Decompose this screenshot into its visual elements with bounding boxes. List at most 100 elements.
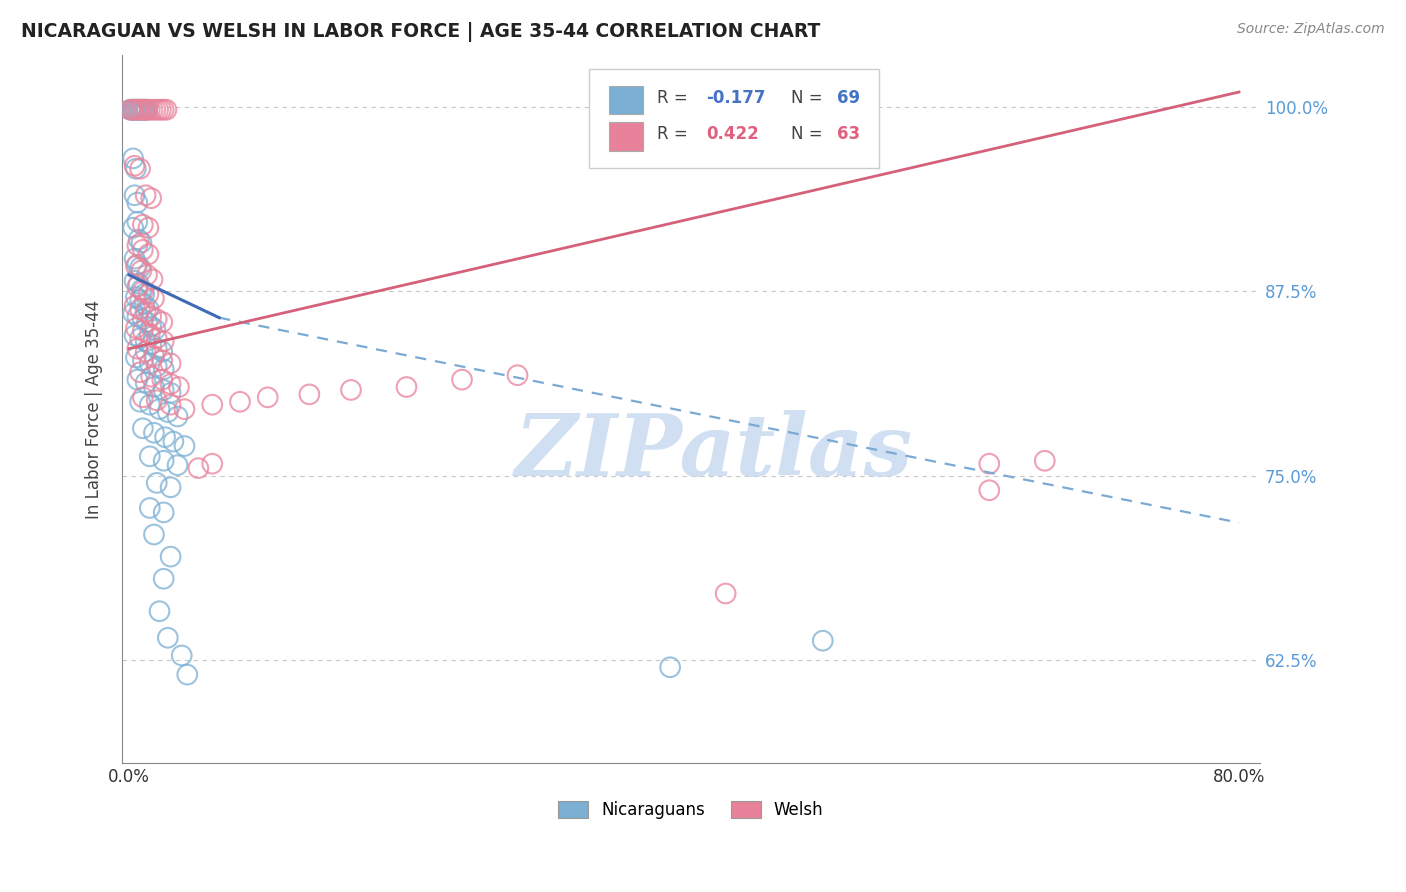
Welsh: [125, 259, 148, 273]
Nicaraguans: [153, 430, 176, 444]
Nicaraguans: [159, 480, 181, 494]
Nicaraguans: [125, 161, 148, 176]
Welsh: [229, 394, 252, 409]
Welsh: [152, 103, 174, 117]
Text: N =: N =: [792, 88, 828, 107]
Nicaraguans: [152, 454, 174, 468]
Nicaraguans: [143, 322, 166, 336]
Welsh: [136, 103, 159, 117]
Welsh: [131, 263, 153, 277]
Nicaraguans: [132, 353, 155, 368]
Nicaraguans: [124, 252, 146, 266]
Nicaraguans: [128, 277, 150, 291]
Welsh: [135, 305, 157, 319]
Nicaraguans: [131, 103, 153, 117]
Nicaraguans: [162, 434, 184, 449]
Nicaraguans: [141, 319, 163, 334]
Nicaraguans: [128, 103, 150, 117]
Welsh: [138, 287, 160, 301]
Welsh: [135, 344, 157, 359]
Nicaraguans: [139, 500, 162, 515]
Text: NICARAGUAN VS WELSH IN LABOR FORCE | AGE 35-44 CORRELATION CHART: NICARAGUAN VS WELSH IN LABOR FORCE | AGE…: [21, 22, 821, 42]
Nicaraguans: [156, 405, 179, 419]
Nicaraguans: [129, 103, 152, 117]
Welsh: [152, 334, 174, 349]
Nicaraguans: [145, 359, 167, 374]
Nicaraguans: [148, 604, 170, 618]
Welsh: [132, 324, 155, 338]
Welsh: [132, 218, 155, 232]
Welsh: [138, 220, 160, 235]
Welsh: [340, 383, 363, 397]
Welsh: [120, 103, 142, 117]
Welsh: [129, 301, 152, 316]
Welsh: [145, 331, 167, 345]
Welsh: [124, 299, 146, 313]
Welsh: [256, 390, 278, 404]
Nicaraguans: [125, 290, 148, 304]
Nicaraguans: [131, 283, 153, 297]
Text: R =: R =: [657, 88, 693, 107]
Nicaraguans: [122, 306, 145, 320]
Nicaraguans: [127, 309, 149, 323]
Nicaraguans: [129, 394, 152, 409]
Welsh: [506, 368, 529, 383]
Legend: Nicaraguans, Welsh: Nicaraguans, Welsh: [551, 794, 830, 826]
Nicaraguans: [129, 331, 152, 345]
Welsh: [187, 461, 209, 475]
Nicaraguans: [122, 220, 145, 235]
Welsh: [201, 398, 224, 412]
Welsh: [159, 356, 181, 370]
Welsh: [451, 373, 474, 387]
Welsh: [146, 103, 169, 117]
Welsh: [979, 483, 1001, 498]
Nicaraguans: [176, 667, 198, 681]
Welsh: [173, 402, 195, 417]
Welsh: [132, 243, 155, 257]
Nicaraguans: [122, 152, 145, 166]
Welsh: [141, 191, 163, 205]
Welsh: [138, 247, 160, 261]
Welsh: [1033, 454, 1056, 468]
Nicaraguans: [136, 103, 159, 117]
Bar: [609, 86, 643, 114]
Nicaraguans: [124, 274, 146, 288]
Nicaraguans: [129, 293, 152, 307]
Welsh: [122, 103, 145, 117]
Nicaraguans: [134, 103, 156, 117]
Text: 63: 63: [837, 126, 859, 144]
Text: R =: R =: [657, 126, 693, 144]
Welsh: [150, 353, 173, 368]
Nicaraguans: [127, 258, 149, 272]
Welsh: [127, 279, 149, 293]
Nicaraguans: [150, 344, 173, 359]
Nicaraguans: [136, 315, 159, 329]
Nicaraguans: [122, 103, 145, 117]
Welsh: [714, 586, 737, 600]
Nicaraguans: [166, 458, 188, 473]
Welsh: [143, 292, 166, 306]
Welsh: [134, 103, 156, 117]
Nicaraguans: [125, 103, 148, 117]
Welsh: [131, 103, 153, 117]
Nicaraguans: [152, 362, 174, 376]
Welsh: [142, 103, 165, 117]
Nicaraguans: [127, 103, 149, 117]
Welsh: [127, 342, 149, 356]
Nicaraguans: [148, 402, 170, 417]
Nicaraguans: [127, 195, 149, 210]
Welsh: [145, 312, 167, 326]
Nicaraguans: [139, 450, 162, 464]
Welsh: [124, 159, 146, 173]
Nicaraguans: [659, 660, 682, 674]
Nicaraguans: [145, 475, 167, 490]
Nicaraguans: [120, 103, 142, 117]
Welsh: [125, 321, 148, 335]
Nicaraguans: [132, 312, 155, 326]
Welsh: [159, 377, 181, 392]
Welsh: [201, 457, 224, 471]
Nicaraguans: [121, 103, 143, 117]
Nicaraguans: [152, 383, 174, 397]
Nicaraguans: [152, 572, 174, 586]
Welsh: [141, 369, 163, 384]
